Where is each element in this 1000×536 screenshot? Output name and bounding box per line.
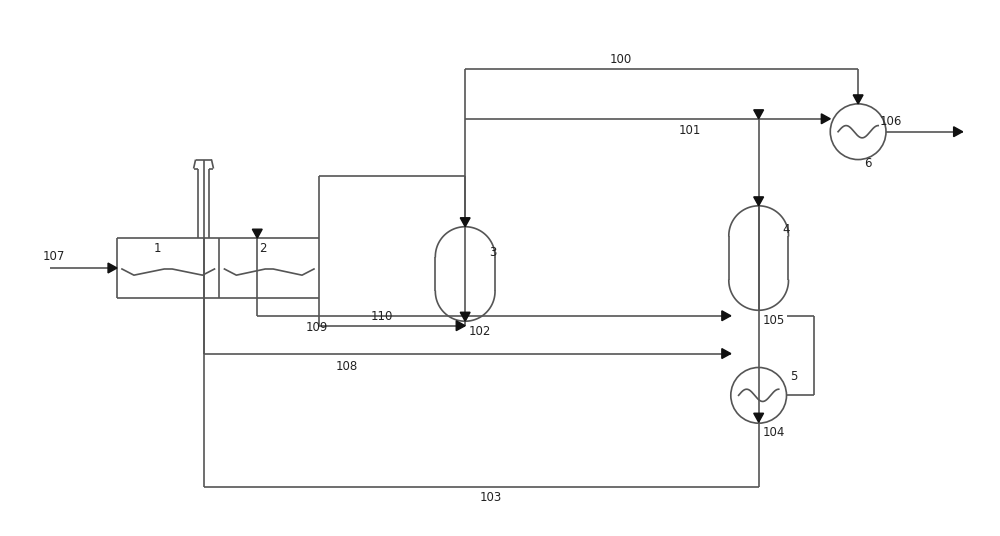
Text: 1: 1 [154, 242, 161, 255]
Polygon shape [108, 263, 117, 273]
Text: 102: 102 [469, 325, 492, 338]
Text: 5: 5 [790, 370, 798, 383]
Polygon shape [722, 311, 731, 321]
Text: 105: 105 [763, 314, 785, 327]
Text: 104: 104 [763, 426, 785, 439]
Polygon shape [754, 197, 764, 206]
Text: 100: 100 [609, 53, 632, 66]
Polygon shape [821, 114, 830, 124]
Polygon shape [954, 127, 963, 137]
Polygon shape [754, 110, 764, 119]
Polygon shape [460, 218, 470, 227]
Text: 108: 108 [336, 360, 358, 373]
Polygon shape [722, 348, 731, 359]
Text: 2: 2 [259, 242, 267, 255]
Text: 107: 107 [42, 250, 65, 263]
Text: 106: 106 [880, 115, 902, 128]
Polygon shape [252, 229, 262, 238]
Text: 101: 101 [679, 124, 701, 137]
Polygon shape [460, 312, 470, 321]
Polygon shape [853, 95, 863, 104]
Text: 110: 110 [371, 310, 393, 323]
Text: 6: 6 [864, 157, 872, 169]
Text: 103: 103 [480, 491, 502, 504]
Polygon shape [754, 413, 764, 422]
Polygon shape [456, 321, 465, 331]
Text: 4: 4 [783, 223, 790, 236]
Text: 3: 3 [489, 246, 496, 259]
Text: 109: 109 [306, 321, 328, 334]
